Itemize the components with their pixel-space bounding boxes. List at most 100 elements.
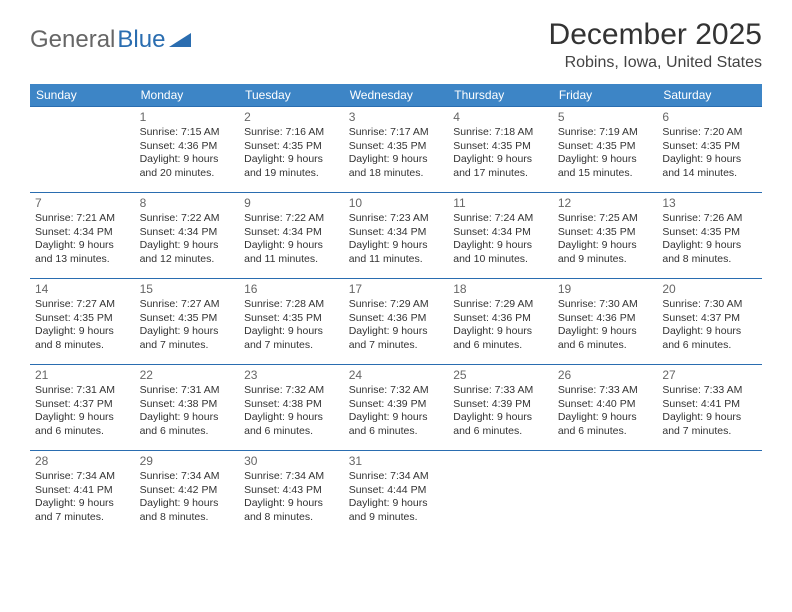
sunrise-line: Sunrise: 7:30 AM bbox=[662, 298, 757, 311]
sunrise-line: Sunrise: 7:33 AM bbox=[662, 384, 757, 397]
logo-triangle-icon bbox=[169, 31, 191, 47]
sunset-line: Sunset: 4:43 PM bbox=[244, 484, 339, 497]
day-header: Wednesday bbox=[344, 84, 449, 107]
day-number: 2 bbox=[244, 110, 339, 125]
calendar-cell: 29Sunrise: 7:34 AMSunset: 4:42 PMDayligh… bbox=[135, 451, 240, 537]
calendar-cell: 4Sunrise: 7:18 AMSunset: 4:35 PMDaylight… bbox=[448, 107, 553, 193]
calendar-cell: 28Sunrise: 7:34 AMSunset: 4:41 PMDayligh… bbox=[30, 451, 135, 537]
sunrise-line: Sunrise: 7:31 AM bbox=[35, 384, 130, 397]
month-title: December 2025 bbox=[549, 18, 762, 52]
calendar-cell: 17Sunrise: 7:29 AMSunset: 4:36 PMDayligh… bbox=[344, 279, 449, 365]
sunrise-line: Sunrise: 7:28 AM bbox=[244, 298, 339, 311]
sunset-line: Sunset: 4:38 PM bbox=[140, 398, 235, 411]
day-number: 29 bbox=[140, 454, 235, 469]
calendar-week-row: 1Sunrise: 7:15 AMSunset: 4:36 PMDaylight… bbox=[30, 107, 762, 193]
daylight-line: Daylight: 9 hours and 14 minutes. bbox=[662, 153, 757, 180]
sunrise-line: Sunrise: 7:30 AM bbox=[558, 298, 653, 311]
calendar-week-row: 21Sunrise: 7:31 AMSunset: 4:37 PMDayligh… bbox=[30, 365, 762, 451]
calendar-cell: 26Sunrise: 7:33 AMSunset: 4:40 PMDayligh… bbox=[553, 365, 658, 451]
sunset-line: Sunset: 4:37 PM bbox=[662, 312, 757, 325]
sunset-line: Sunset: 4:35 PM bbox=[662, 140, 757, 153]
day-header: Saturday bbox=[657, 84, 762, 107]
daylight-line: Daylight: 9 hours and 8 minutes. bbox=[662, 239, 757, 266]
sunset-line: Sunset: 4:44 PM bbox=[349, 484, 444, 497]
day-number: 26 bbox=[558, 368, 653, 383]
day-header: Friday bbox=[553, 84, 658, 107]
calendar-cell: 5Sunrise: 7:19 AMSunset: 4:35 PMDaylight… bbox=[553, 107, 658, 193]
day-header: Thursday bbox=[448, 84, 553, 107]
calendar-cell bbox=[30, 107, 135, 193]
calendar-header-row: Sunday Monday Tuesday Wednesday Thursday… bbox=[30, 84, 762, 107]
daylight-line: Daylight: 9 hours and 6 minutes. bbox=[349, 411, 444, 438]
sunrise-line: Sunrise: 7:29 AM bbox=[453, 298, 548, 311]
calendar-cell: 12Sunrise: 7:25 AMSunset: 4:35 PMDayligh… bbox=[553, 193, 658, 279]
day-number: 13 bbox=[662, 196, 757, 211]
sunset-line: Sunset: 4:35 PM bbox=[453, 140, 548, 153]
daylight-line: Daylight: 9 hours and 18 minutes. bbox=[349, 153, 444, 180]
daylight-line: Daylight: 9 hours and 7 minutes. bbox=[140, 325, 235, 352]
day-number: 30 bbox=[244, 454, 339, 469]
calendar-cell bbox=[657, 451, 762, 537]
calendar-cell: 22Sunrise: 7:31 AMSunset: 4:38 PMDayligh… bbox=[135, 365, 240, 451]
calendar-week-row: 7Sunrise: 7:21 AMSunset: 4:34 PMDaylight… bbox=[30, 193, 762, 279]
sunset-line: Sunset: 4:34 PM bbox=[349, 226, 444, 239]
sunset-line: Sunset: 4:35 PM bbox=[558, 140, 653, 153]
calendar-cell: 8Sunrise: 7:22 AMSunset: 4:34 PMDaylight… bbox=[135, 193, 240, 279]
sunset-line: Sunset: 4:34 PM bbox=[35, 226, 130, 239]
daylight-line: Daylight: 9 hours and 11 minutes. bbox=[349, 239, 444, 266]
sunset-line: Sunset: 4:39 PM bbox=[453, 398, 548, 411]
day-number: 7 bbox=[35, 196, 130, 211]
daylight-line: Daylight: 9 hours and 6 minutes. bbox=[244, 411, 339, 438]
sunset-line: Sunset: 4:41 PM bbox=[35, 484, 130, 497]
sunrise-line: Sunrise: 7:26 AM bbox=[662, 212, 757, 225]
calendar-cell: 7Sunrise: 7:21 AMSunset: 4:34 PMDaylight… bbox=[30, 193, 135, 279]
calendar-cell: 19Sunrise: 7:30 AMSunset: 4:36 PMDayligh… bbox=[553, 279, 658, 365]
calendar-cell: 25Sunrise: 7:33 AMSunset: 4:39 PMDayligh… bbox=[448, 365, 553, 451]
daylight-line: Daylight: 9 hours and 6 minutes. bbox=[453, 325, 548, 352]
daylight-line: Daylight: 9 hours and 20 minutes. bbox=[140, 153, 235, 180]
daylight-line: Daylight: 9 hours and 6 minutes. bbox=[140, 411, 235, 438]
day-number: 17 bbox=[349, 282, 444, 297]
sunset-line: Sunset: 4:34 PM bbox=[140, 226, 235, 239]
calendar-week-row: 28Sunrise: 7:34 AMSunset: 4:41 PMDayligh… bbox=[30, 451, 762, 537]
location-label: Robins, Iowa, United States bbox=[549, 54, 762, 72]
sunset-line: Sunset: 4:36 PM bbox=[558, 312, 653, 325]
sunrise-line: Sunrise: 7:29 AM bbox=[349, 298, 444, 311]
day-number: 4 bbox=[453, 110, 548, 125]
sunset-line: Sunset: 4:39 PM bbox=[349, 398, 444, 411]
calendar-cell: 10Sunrise: 7:23 AMSunset: 4:34 PMDayligh… bbox=[344, 193, 449, 279]
sunset-line: Sunset: 4:35 PM bbox=[558, 226, 653, 239]
calendar-cell: 13Sunrise: 7:26 AMSunset: 4:35 PMDayligh… bbox=[657, 193, 762, 279]
daylight-line: Daylight: 9 hours and 11 minutes. bbox=[244, 239, 339, 266]
sunrise-line: Sunrise: 7:27 AM bbox=[35, 298, 130, 311]
sunrise-line: Sunrise: 7:34 AM bbox=[244, 470, 339, 483]
sunset-line: Sunset: 4:38 PM bbox=[244, 398, 339, 411]
sunset-line: Sunset: 4:35 PM bbox=[35, 312, 130, 325]
logo-text-general: General bbox=[30, 26, 115, 54]
calendar-cell: 11Sunrise: 7:24 AMSunset: 4:34 PMDayligh… bbox=[448, 193, 553, 279]
sunrise-line: Sunrise: 7:31 AM bbox=[140, 384, 235, 397]
day-number: 11 bbox=[453, 196, 548, 211]
day-number: 6 bbox=[662, 110, 757, 125]
sunset-line: Sunset: 4:35 PM bbox=[244, 312, 339, 325]
day-number: 8 bbox=[140, 196, 235, 211]
sunrise-line: Sunrise: 7:21 AM bbox=[35, 212, 130, 225]
calendar-cell: 21Sunrise: 7:31 AMSunset: 4:37 PMDayligh… bbox=[30, 365, 135, 451]
sunrise-line: Sunrise: 7:34 AM bbox=[349, 470, 444, 483]
logo-text-blue: Blue bbox=[117, 26, 165, 54]
calendar-cell: 20Sunrise: 7:30 AMSunset: 4:37 PMDayligh… bbox=[657, 279, 762, 365]
sunrise-line: Sunrise: 7:23 AM bbox=[349, 212, 444, 225]
sunrise-line: Sunrise: 7:27 AM bbox=[140, 298, 235, 311]
day-header: Sunday bbox=[30, 84, 135, 107]
day-number: 24 bbox=[349, 368, 444, 383]
daylight-line: Daylight: 9 hours and 9 minutes. bbox=[349, 497, 444, 524]
sunset-line: Sunset: 4:34 PM bbox=[244, 226, 339, 239]
calendar-cell: 30Sunrise: 7:34 AMSunset: 4:43 PMDayligh… bbox=[239, 451, 344, 537]
daylight-line: Daylight: 9 hours and 6 minutes. bbox=[35, 411, 130, 438]
day-number: 25 bbox=[453, 368, 548, 383]
day-number: 19 bbox=[558, 282, 653, 297]
sunrise-line: Sunrise: 7:33 AM bbox=[453, 384, 548, 397]
day-number: 22 bbox=[140, 368, 235, 383]
day-number: 1 bbox=[140, 110, 235, 125]
sunrise-line: Sunrise: 7:22 AM bbox=[244, 212, 339, 225]
